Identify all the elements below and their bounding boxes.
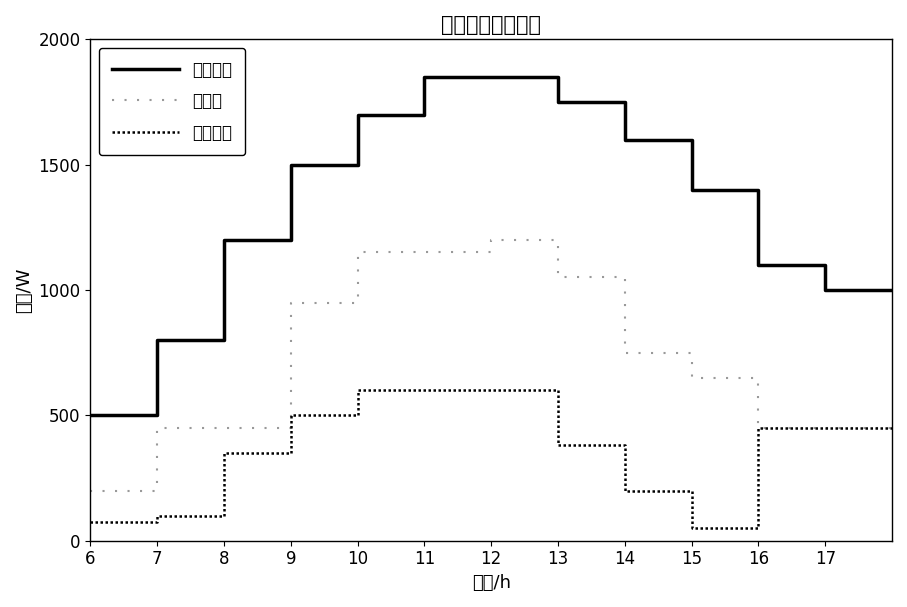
预测値 [753,424,764,432]
X-axis label: 时间/h: 时间/h [472,574,511,592]
功率下限 [619,442,630,449]
功率下限 [552,387,563,394]
功率上限 [820,262,831,269]
功率上限 [820,287,831,294]
功率下限 [552,442,563,449]
预测値 [619,274,630,281]
功率上限 [753,262,764,269]
功率上限 [151,336,162,344]
Legend: 功率上限, 预测値, 功率下限: 功率上限, 预测値, 功率下限 [99,48,246,155]
功率上限 [85,412,96,419]
功率上限 [286,236,297,243]
功率下限 [820,424,831,432]
功率下限 [151,518,162,526]
功率上限 [687,186,697,194]
功率下限 [687,524,697,532]
预测値 [687,349,697,356]
预测値 [552,274,563,281]
功率上限 [552,73,563,81]
功率上限 [687,136,697,143]
预测値 [886,424,897,432]
Line: 功率下限: 功率下限 [91,390,892,528]
功率下限 [352,387,363,394]
预测値 [352,249,363,256]
功率下限 [753,424,764,432]
功率上限 [286,161,297,168]
预测値 [286,299,297,306]
功率上限 [419,111,430,118]
功率下限 [286,412,297,419]
功率下限 [352,412,363,419]
功率上限 [219,336,229,344]
预测値 [219,424,229,432]
功率下限 [219,449,229,456]
功率下限 [619,487,630,494]
功率下限 [151,512,162,520]
功率下限 [886,424,897,432]
功率下限 [820,424,831,432]
功率下限 [286,449,297,456]
预测値 [352,299,363,306]
功率上限 [352,161,363,168]
预测値 [619,349,630,356]
预测値 [486,236,497,243]
Line: 功率上限: 功率上限 [91,77,892,415]
预测値 [85,487,96,494]
预测値 [820,424,831,432]
功率上限 [619,98,630,106]
功率下限 [687,487,697,494]
预测値 [286,424,297,432]
预测値 [687,374,697,381]
功率下限 [85,518,96,526]
预测値 [820,424,831,432]
预测値 [219,424,229,432]
功率上限 [619,136,630,143]
功率上限 [552,98,563,106]
功率下限 [753,524,764,532]
预测値 [151,424,162,432]
功率下限 [219,512,229,520]
预测値 [753,374,764,381]
功率上限 [151,412,162,419]
Y-axis label: 功率/W: 功率/W [15,267,33,313]
功率上限 [886,287,897,294]
Line: 预测値: 预测値 [91,240,892,490]
功率上限 [419,73,430,81]
Title: 光伏出力预测区间: 光伏出力预测区间 [441,15,541,35]
预测値 [486,249,497,256]
预测値 [151,487,162,494]
功率上限 [352,111,363,118]
功率上限 [753,186,764,194]
预测値 [552,236,563,243]
功率上限 [219,236,229,243]
